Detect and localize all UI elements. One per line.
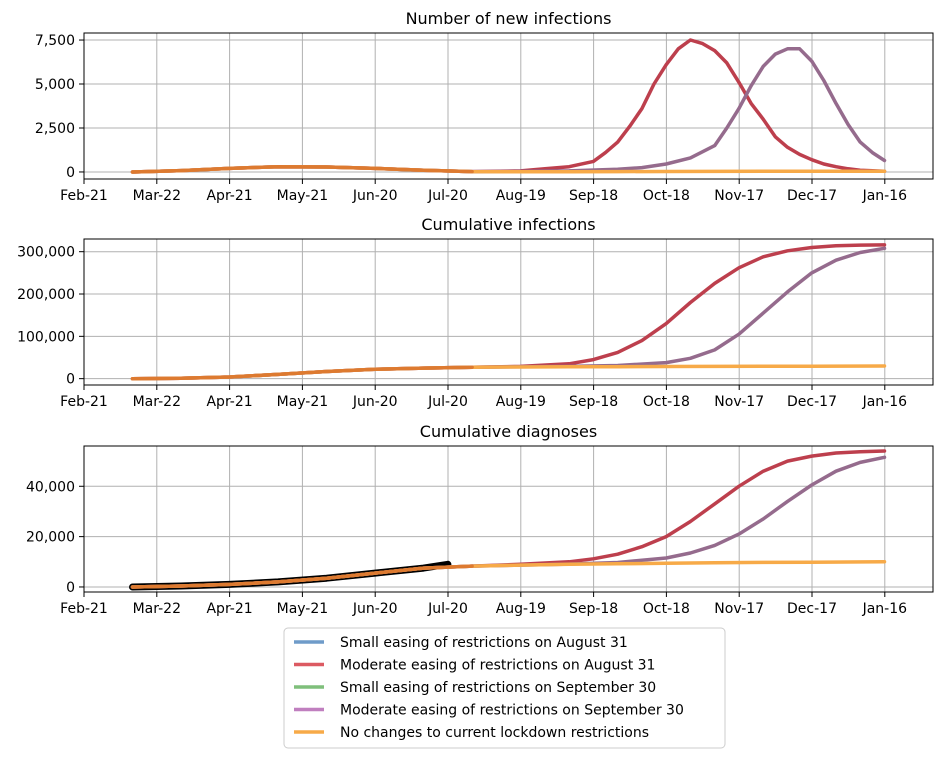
x-tick-label: Jan-16 [862, 394, 908, 410]
y-tick-label: 40,000 [26, 479, 75, 495]
x-tick-label: Aug-19 [496, 601, 546, 617]
x-tick-label: Oct-18 [643, 394, 690, 410]
x-tick-label: Mar-22 [133, 188, 181, 204]
x-tick-label: Dec-17 [787, 601, 837, 617]
series-line-0 [129, 560, 452, 591]
series-line-1 [130, 246, 887, 381]
x-tick-label: Jun-20 [352, 188, 398, 204]
x-tick-label: Jun-20 [352, 601, 398, 617]
x-tick-label: May-21 [277, 188, 329, 204]
x-tick-label: Oct-18 [643, 601, 690, 617]
x-tick-label: Jul-20 [427, 394, 468, 410]
series-line-4 [130, 564, 474, 589]
series-line-2 [130, 455, 887, 589]
y-tick-label: 0 [66, 372, 75, 388]
y-tick-label: 0 [66, 580, 75, 596]
x-tick-label: Aug-19 [496, 188, 546, 204]
x-tick-label: Dec-17 [787, 188, 837, 204]
x-tick-label: Jul-20 [427, 188, 468, 204]
x-tick-label: Aug-19 [496, 394, 546, 410]
y-tick-label: 2,500 [35, 121, 75, 137]
series-line-3 [130, 365, 474, 381]
x-tick-label: Apr-21 [206, 188, 252, 204]
y-tick-label: 20,000 [26, 530, 75, 546]
legend-label: Moderate easing of restrictions on Septe… [340, 703, 684, 719]
x-tick-label: Sep-18 [569, 188, 618, 204]
x-tick-label: Jul-20 [427, 601, 468, 617]
series-line-3 [130, 164, 474, 174]
legend-label: Moderate easing of restrictions on Augus… [340, 658, 655, 674]
y-tick-label: 0 [66, 165, 75, 181]
x-tick-label: Sep-18 [569, 601, 618, 617]
series-line-0 [130, 243, 887, 381]
x-tick-label: Mar-22 [133, 394, 181, 410]
series-line-1 [130, 47, 887, 174]
x-tick-label: Apr-21 [206, 601, 252, 617]
y-tick-label: 300,000 [17, 245, 75, 261]
chart-panel-2: Cumulative diagnoses Feb-21 Mar-22 Apr-21 Ma… [26, 422, 934, 617]
y-tick-label: 7,500 [35, 33, 75, 49]
x-tick-label: Jun-20 [352, 394, 398, 410]
x-tick-label: Oct-18 [643, 188, 690, 204]
chart-panel-1: Cumulative infections Feb-21 Mar-22 Apr-21 M… [17, 215, 934, 410]
plot-frame [83, 32, 934, 180]
x-tick-label: May-21 [277, 394, 329, 410]
legend-entry: Small easing of restrictions on August 3… [294, 635, 628, 651]
legend-label: No changes to current lockdown restricti… [340, 725, 649, 741]
x-tick-label: May-21 [277, 601, 329, 617]
legend-entry: Moderate easing of restrictions on Augus… [294, 658, 655, 674]
plot-frame [83, 445, 934, 593]
chart-title: Number of new infections [406, 9, 612, 28]
legend-label: Small easing of restrictions on August 3… [340, 635, 628, 651]
x-tick-label: Apr-21 [206, 394, 252, 410]
y-tick-label: 200,000 [17, 287, 75, 303]
chart-title: Cumulative diagnoses [420, 422, 597, 441]
x-tick-label: Nov-17 [714, 188, 764, 204]
legend: Small easing of restrictions on August 3… [283, 627, 726, 749]
legend-box [283, 627, 726, 749]
legend-entry: No changes to current lockdown restricti… [294, 725, 649, 741]
x-tick-label: Mar-22 [133, 601, 181, 617]
x-tick-label: Feb-21 [60, 394, 108, 410]
x-tick-label: Feb-21 [60, 601, 108, 617]
chart-title: Cumulative infections [421, 215, 595, 234]
y-tick-label: 5,000 [35, 77, 75, 93]
x-tick-label: Jan-16 [862, 188, 908, 204]
y-tick-label: 100,000 [17, 329, 75, 345]
x-tick-label: Nov-17 [714, 601, 764, 617]
x-tick-label: Nov-17 [714, 394, 764, 410]
chart-panel-0: Number of new infections Feb-21 Mar-22 Apr-… [35, 9, 934, 204]
legend-label: Small easing of restrictions on Septembe… [340, 680, 656, 696]
x-tick-label: Jan-16 [862, 601, 908, 617]
plot-frame [83, 238, 934, 386]
x-tick-label: Feb-21 [60, 188, 108, 204]
legend-entry: Small easing of restrictions on Septembe… [294, 680, 656, 696]
legend-entry: Moderate easing of restrictions on Septe… [294, 703, 684, 719]
x-tick-label: Sep-18 [569, 394, 618, 410]
x-tick-label: Dec-17 [787, 394, 837, 410]
